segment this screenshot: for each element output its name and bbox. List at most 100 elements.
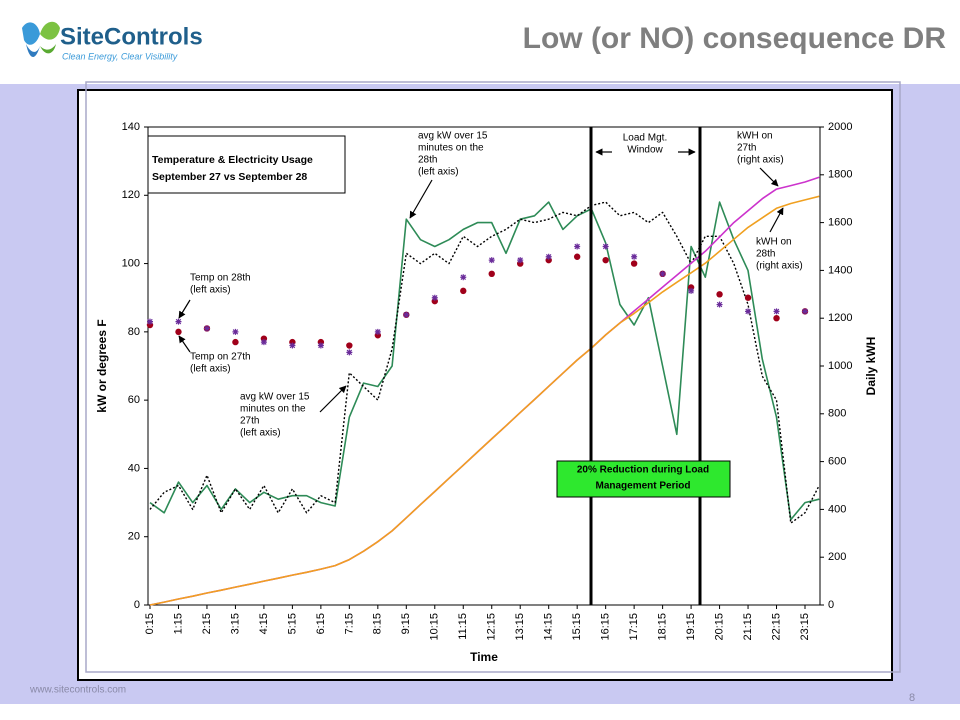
x-tick-label: 18:15: [657, 613, 669, 641]
y2-tick-label: 2000: [828, 121, 852, 133]
annotation: avg kW over 15: [418, 131, 488, 142]
annotation: (left axis): [418, 167, 459, 178]
temp-star: [431, 294, 438, 301]
annotation: minutes on the: [418, 143, 484, 154]
y2-axis-label: Daily kWH: [864, 337, 878, 396]
annotation: minutes on the: [240, 404, 306, 415]
y2-tick-label: 1800: [828, 169, 852, 181]
x-tick-label: 8:15: [372, 613, 384, 634]
y2-tick-label: 1200: [828, 312, 852, 324]
temp-dot: [773, 315, 780, 322]
x-tick-label: 5:15: [286, 613, 298, 634]
footer: www.sitecontrols.com: [29, 685, 126, 696]
y-tick-label: 140: [122, 121, 140, 133]
annotation: Management Period: [595, 481, 690, 492]
temp-star: [659, 270, 666, 277]
temp-star: [773, 308, 780, 315]
annotation: kWH on: [737, 131, 773, 142]
title-box: [147, 135, 346, 194]
temp-dot: [630, 260, 638, 267]
temp-star: [631, 253, 638, 260]
temp-star: [147, 318, 153, 325]
temp-star: [346, 349, 353, 356]
annotation: (right axis): [737, 155, 784, 166]
y-tick-label: 0: [134, 599, 140, 611]
x-tick-label: 3:15: [229, 613, 241, 634]
x-axis-label: Time: [470, 650, 498, 664]
temp-dot: [346, 342, 353, 349]
slide-title: Low (or NO) consequence DR: [523, 22, 947, 55]
y2-tick-label: 1000: [828, 360, 852, 372]
y2-tick-label: 400: [828, 503, 846, 515]
temp-star: [260, 339, 267, 346]
annotation: 27th: [240, 416, 259, 427]
temp-dot: [488, 270, 495, 278]
x-tick-label: 19:15: [685, 613, 697, 641]
temp-star: [175, 318, 182, 325]
y-tick-label: 20: [128, 531, 140, 543]
arrows: [178, 148, 784, 413]
x-tick-label: 2:15: [201, 613, 213, 634]
annotation: (left axis): [190, 364, 231, 375]
temp-dot: [460, 287, 467, 295]
annotation: 27th: [737, 143, 756, 154]
annotation: kWH on: [756, 237, 792, 248]
logo-tagline: Clean Energy, Clear Visibility: [62, 51, 178, 61]
logo-name: SiteControls: [60, 23, 203, 50]
x-tick-label: 21:15: [742, 613, 754, 641]
temp-dot: [602, 256, 609, 264]
x-tick-label: 11:15: [457, 613, 469, 640]
temp-star: [716, 301, 723, 308]
y-tick-label: 60: [128, 394, 140, 406]
temp-star: [745, 308, 752, 315]
y-tick-label: 40: [128, 462, 140, 474]
y-tick-label: 100: [122, 257, 140, 269]
temp-star: [232, 328, 239, 335]
y2-tick-label: 1600: [828, 217, 852, 229]
logo: [22, 21, 60, 57]
reduction-box: [556, 460, 731, 498]
temp-star: [317, 342, 324, 349]
annotation: avg kW over 15: [240, 392, 310, 403]
temp-star: [488, 257, 495, 264]
annotation: 28th: [756, 249, 775, 260]
series-line: [149, 201, 820, 524]
temp-star: [203, 325, 210, 332]
temp-star: [460, 274, 467, 281]
annotation: Temp on 28th: [190, 273, 251, 284]
x-tick-label: 9:15: [400, 613, 412, 634]
temp-star: [517, 257, 524, 264]
x-tick-label: 14:15: [543, 613, 555, 641]
temp-star: [545, 253, 552, 260]
temp-star: [574, 243, 581, 250]
chart-title: September 27 vs September 28: [152, 171, 307, 183]
chart-title: Temperature & Electricity Usage: [152, 154, 313, 166]
y2-tick-label: 600: [828, 456, 846, 468]
x-tick-label: 6:15: [315, 613, 327, 634]
annotation: Temp on 27th: [190, 352, 251, 363]
annotation: (left axis): [190, 285, 231, 296]
x-tick-label: 20:15: [713, 613, 725, 641]
y-tick-label: 80: [128, 326, 140, 338]
temp-star: [374, 328, 381, 335]
annotation: 28th: [418, 155, 437, 166]
temp-star: [289, 342, 296, 349]
x-tick-label: 12:15: [486, 613, 498, 641]
y-axis-label: kW or degrees F: [95, 319, 109, 412]
series-line: [149, 201, 820, 521]
y2-tick-label: 800: [828, 408, 846, 420]
temp-star: [602, 243, 609, 250]
temp-dot: [716, 291, 723, 298]
y2-tick-label: 0: [828, 599, 834, 611]
annotation: (right axis): [756, 261, 803, 272]
x-tick-label: 10:15: [429, 613, 441, 641]
x-tick-label: 15:15: [571, 613, 583, 641]
temp-dot: [744, 294, 752, 301]
annotation: Load Mgt.: [623, 133, 667, 144]
annotation: 20% Reduction during Load: [577, 465, 709, 476]
series-line: [149, 195, 820, 606]
x-tick-label: 22:15: [770, 613, 782, 641]
temp-star: [403, 311, 410, 318]
x-tick-label: 4:15: [258, 613, 270, 634]
